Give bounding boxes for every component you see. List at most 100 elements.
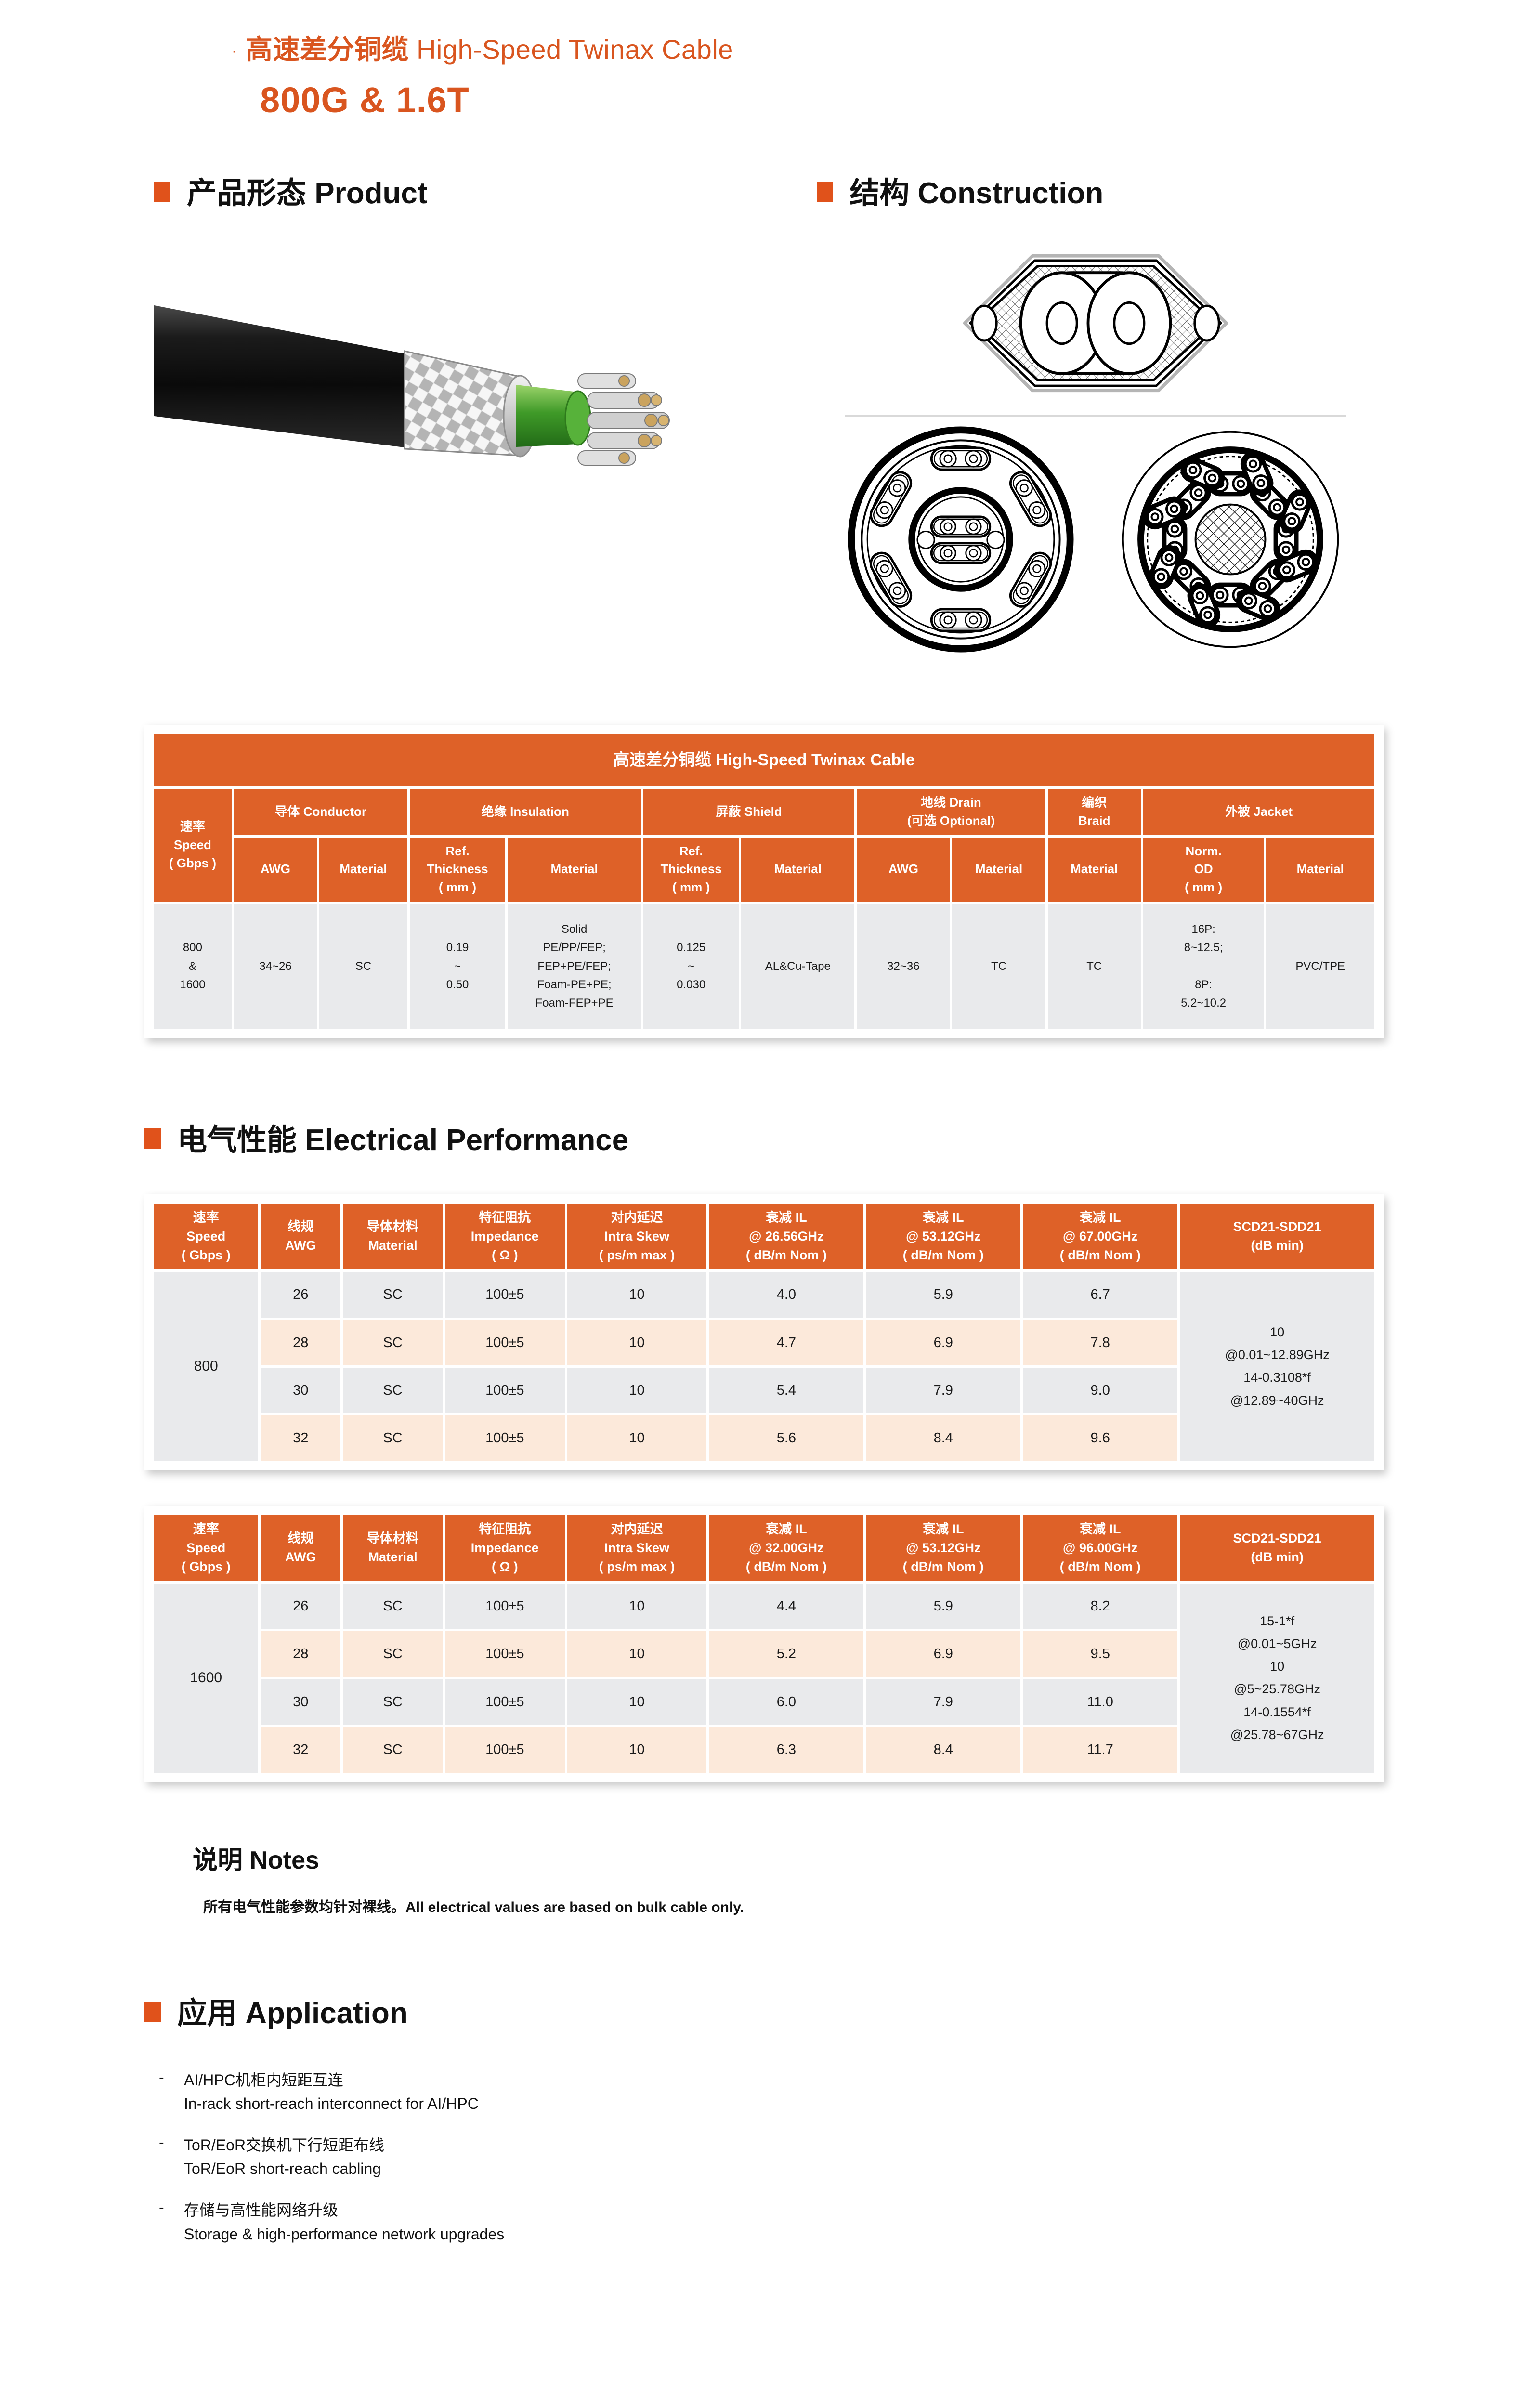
cell-conductor-awg: 34~26 — [234, 903, 317, 1029]
group-shield: 屏蔽 Shield — [643, 789, 855, 835]
list-bullet-dash: - — [159, 2068, 164, 2086]
section-title-construction-en: Construction — [917, 177, 1104, 210]
table-row: 30 SC 100±5 10 6.0 7.9 11.0 — [154, 1679, 1374, 1725]
page-title-en: High-Speed Twinax Cable — [416, 34, 733, 65]
v-ins-m-l4: Foam-PE+PE; — [537, 978, 612, 991]
speed-l1: 800 — [183, 941, 202, 955]
col-shield-thickness: Ref. Thickness ( mm ) — [643, 837, 739, 902]
cell-speed: 1600 — [154, 1584, 259, 1773]
col-conductor-awg: AWG — [234, 837, 317, 902]
spec-banner: 高速差分铜缆 High-Speed Twinax Cable — [154, 734, 1374, 787]
h-il1-cn: 衰减 IL — [766, 1210, 807, 1225]
list-bullet-dash: - — [159, 2133, 164, 2151]
h-awg-en: AWG — [285, 1550, 316, 1565]
scd-l2: @0.01~12.89GHz — [1225, 1348, 1330, 1362]
application-item-en: Storage & high-performance network upgra… — [184, 2225, 505, 2243]
cell-il-2: 6.9 — [866, 1320, 1021, 1365]
h-il3-cn: 衰减 IL — [1079, 1521, 1121, 1536]
cell-material: SC — [343, 1320, 443, 1365]
col-il-1: 衰减 IL @ 26.56GHz ( dB/m Nom ) — [709, 1203, 864, 1270]
cell-il-2: 5.9 — [866, 1584, 1021, 1629]
table-row: 28 SC 100±5 10 4.7 6.9 7.8 — [154, 1320, 1374, 1365]
col-conductor-material: Material — [319, 837, 407, 902]
col-braid-material: Material — [1047, 837, 1141, 902]
v-ins-th-l3: 0.50 — [446, 978, 469, 991]
cell-awg: 28 — [261, 1320, 341, 1365]
col-il-3: 衰减 IL @ 96.00GHz ( dB/m Nom ) — [1023, 1515, 1178, 1582]
h-skew-unit: ( ps/m max ) — [599, 1247, 675, 1262]
cell-speed: 800 — [154, 1272, 259, 1461]
cell-il-3: 6.7 — [1023, 1272, 1178, 1318]
v-ins-th-l2: ~ — [454, 959, 461, 973]
h-il1-unit: ( dB/m Nom ) — [745, 1559, 827, 1574]
cell-il-1: 6.0 — [709, 1679, 864, 1725]
group-braid-l2: Braid — [1078, 813, 1110, 828]
cell-speed: 800 & 1600 — [154, 903, 232, 1029]
h-skew-en: Intra Skew — [604, 1540, 669, 1555]
cell-impedance: 100±5 — [445, 1272, 565, 1318]
product-photo — [154, 248, 722, 498]
h-awg-cn: 线规 — [287, 1531, 314, 1546]
h-imp-en: Impedance — [470, 1540, 539, 1555]
v-jk-l2: 8~12.5; — [1184, 941, 1223, 955]
cell-awg: 30 — [261, 1367, 341, 1413]
page-header: · 高速差分铜缆 High-Speed Twinax Cable 800G & … — [0, 0, 1528, 120]
h-speed-en: Speed — [186, 1540, 226, 1555]
h-il1-cn: 衰减 IL — [766, 1521, 807, 1536]
table-row: 800 & 1600 34~26 SC 0.19 ~ 0.50 Solid PE… — [154, 903, 1374, 1029]
page-title-cn: 高速差分铜缆 — [245, 34, 409, 65]
cell-skew: 10 — [567, 1679, 707, 1725]
cell-il-3: 8.2 — [1023, 1584, 1178, 1629]
cell-drain-material: TC — [952, 903, 1045, 1029]
table-group-header-row: 速率 Speed ( Gbps ) 导体 Conductor 绝缘 Insula… — [154, 789, 1374, 902]
scd-l4: @5~25.78GHz — [1234, 1682, 1320, 1697]
cell-skew: 10 — [567, 1415, 707, 1461]
col-intra-skew: 对内延迟 Intra Skew ( ps/m max ) — [567, 1515, 707, 1582]
jk-od-l2: OD — [1194, 862, 1213, 877]
section-title-application-en: Application — [245, 1996, 408, 2030]
specification-table-wrapper: 高速差分铜缆 High-Speed Twinax Cable 速率 Speed … — [0, 725, 1528, 1038]
section-title-electrical-en: Electrical Performance — [305, 1123, 629, 1157]
cell-impedance: 100±5 — [445, 1679, 565, 1725]
section-heading-product: 产品形态 Product — [154, 169, 817, 212]
col-intra-skew: 对内延迟 Intra Skew ( ps/m max ) — [567, 1203, 707, 1270]
h-skew-unit: ( ps/m max ) — [599, 1559, 675, 1574]
cell-il-1: 4.0 — [709, 1272, 864, 1318]
application-item-en: ToR/EoR short-reach cabling — [184, 2160, 381, 2178]
col-drain-material: Material — [952, 837, 1045, 902]
col-impedance: 特征阻抗 Impedance ( Ω ) — [445, 1203, 565, 1270]
v-jk-l3: 8P: — [1195, 978, 1213, 991]
h-il2-unit: ( dB/m Nom ) — [902, 1559, 984, 1574]
h-il3-freq: @ 67.00GHz — [1063, 1229, 1138, 1243]
specification-table: 高速差分铜缆 High-Speed Twinax Cable 速率 Speed … — [151, 732, 1377, 1032]
col-material: 导体材料 Material — [343, 1515, 443, 1582]
cell-il-1: 5.4 — [709, 1367, 864, 1413]
cell-impedance: 100±5 — [445, 1727, 565, 1773]
sh-th-l2: Thickness — [660, 862, 722, 877]
cell-skew: 10 — [567, 1727, 707, 1773]
table-banner-row: 高速差分铜缆 High-Speed Twinax Cable — [154, 734, 1374, 787]
application-list: - AI/HPC机柜内短距互连 In-rack short-reach inte… — [159, 2068, 1528, 2247]
h-skew-cn: 对内延迟 — [611, 1521, 663, 1536]
h-il2-cn: 衰减 IL — [923, 1210, 964, 1225]
performance-1600-table: 速率 Speed ( Gbps ) 线规 AWG 导体材料 Material 特… — [151, 1513, 1377, 1775]
table-sub-header-row: AWG Material Ref. Thickness ( mm ) Mater… — [154, 837, 1374, 902]
scd-l3: 14-0.3108*f — [1243, 1370, 1311, 1385]
cell-il-1: 6.3 — [709, 1727, 864, 1773]
h-il2-cn: 衰减 IL — [923, 1521, 964, 1536]
cell-il-3: 7.8 — [1023, 1320, 1178, 1365]
table-row: 30 SC 100±5 10 5.4 7.9 9.0 — [154, 1367, 1374, 1413]
col-il-2: 衰减 IL @ 53.12GHz ( dB/m Nom ) — [866, 1515, 1021, 1582]
cell-il-1: 5.6 — [709, 1415, 864, 1461]
table-header-row: 速率 Speed ( Gbps ) 线规 AWG 导体材料 Material 特… — [154, 1203, 1374, 1270]
h-skew-en: Intra Skew — [604, 1229, 669, 1243]
page-subtitle: 800G & 1.6T — [260, 80, 470, 120]
cell-awg: 26 — [261, 1584, 341, 1629]
cell-material: SC — [343, 1631, 443, 1677]
table-row: 1600 26 SC 100±5 10 4.4 5.9 8.2 15-1*f @… — [154, 1584, 1374, 1773]
list-item: - AI/HPC机柜内短距互连 In-rack short-reach inte… — [159, 2068, 1528, 2116]
h-mat-cn: 导体材料 — [366, 1219, 419, 1234]
group-drain-l2: (可选 Optional) — [907, 813, 995, 828]
col-scd21-sdd21: SCD21-SDD21 (dB min) — [1180, 1203, 1374, 1270]
cell-insulation-material: Solid PE/PP/FEP; FEP+PE/FEP; Foam-PE+PE;… — [508, 903, 641, 1029]
